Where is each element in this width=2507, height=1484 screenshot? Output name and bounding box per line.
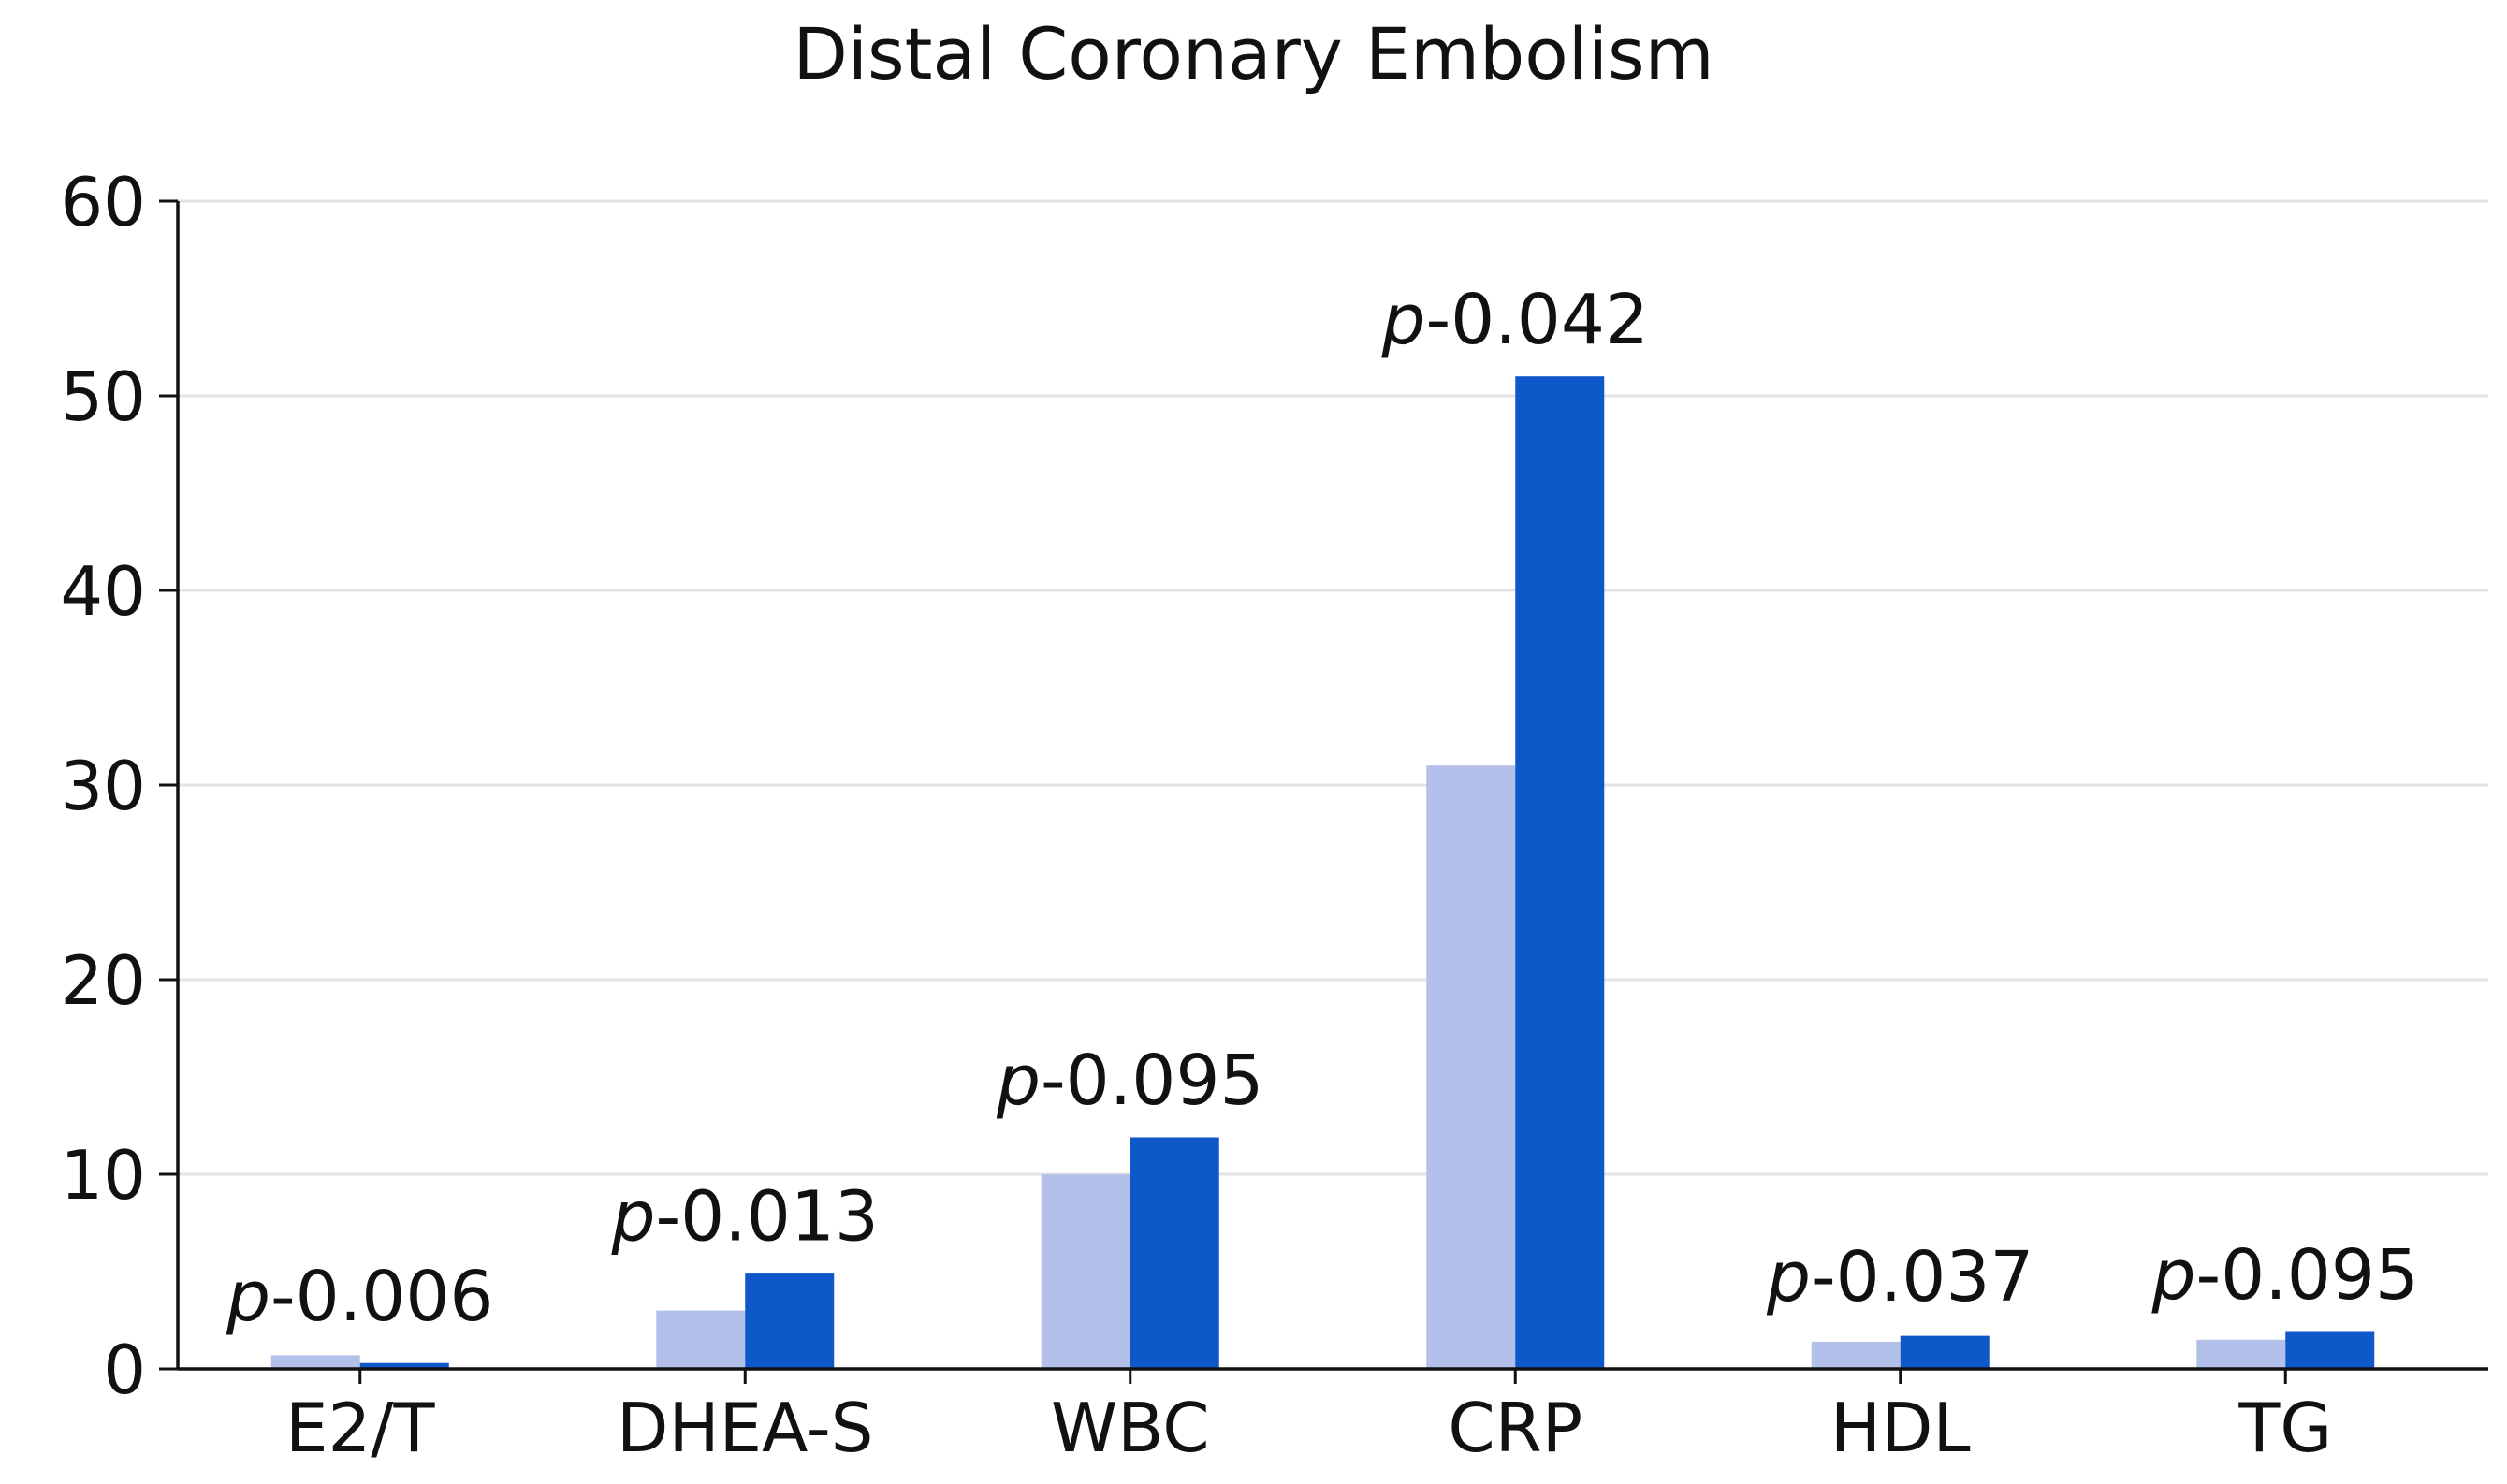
y-tick-label-40: 40 [60, 552, 146, 631]
bar-e2-t-series-2 [359, 1362, 449, 1369]
bar-e2-t-series-1 [270, 1355, 360, 1369]
bar-wbc-series-1 [1041, 1174, 1130, 1369]
x-tick-label-wbc: WBC [1051, 1389, 1210, 1467]
bar-crp-series-1 [1426, 765, 1516, 1369]
p-value-label-crp: p-0.042 [1380, 280, 1649, 360]
x-tick-label-hdl: HDL [1830, 1389, 1971, 1467]
bar-hdl-series-2 [1900, 1335, 1990, 1369]
y-tick-label-0: 0 [103, 1331, 146, 1409]
x-tick-label-dhea-s: DHEA-S [617, 1389, 873, 1467]
p-value-label-hdl: p-0.037 [1766, 1237, 2034, 1317]
bar-tg-series-1 [2196, 1339, 2286, 1369]
bar-tg-series-2 [2285, 1331, 2375, 1369]
bar-dhea-s-series-2 [745, 1273, 835, 1369]
y-tick-label-50: 50 [60, 357, 146, 436]
p-value-label-tg: p-0.095 [2150, 1235, 2419, 1316]
p-value-label-e2-t: p-0.006 [226, 1257, 494, 1337]
x-tick-label-e2-t: E2/T [285, 1389, 436, 1467]
y-tick-label-60: 60 [60, 163, 146, 241]
bar-hdl-series-1 [1811, 1341, 1901, 1369]
y-tick-label-30: 30 [60, 747, 146, 825]
y-tick-label-10: 10 [60, 1136, 146, 1215]
y-tick-label-20: 20 [60, 941, 146, 1020]
chart-title: Distal Coronary Embolism [793, 12, 1714, 95]
x-tick-label-crp: CRP [1448, 1389, 1582, 1467]
bar-crp-series-2 [1515, 376, 1605, 1370]
bar-dhea-s-series-1 [656, 1310, 746, 1369]
x-tick-label-tg: TG [2237, 1389, 2332, 1467]
p-value-label-wbc: p-0.095 [996, 1040, 1264, 1121]
bar-wbc-series-2 [1130, 1137, 1219, 1369]
p-value-label-dhea-s: p-0.013 [610, 1177, 879, 1258]
